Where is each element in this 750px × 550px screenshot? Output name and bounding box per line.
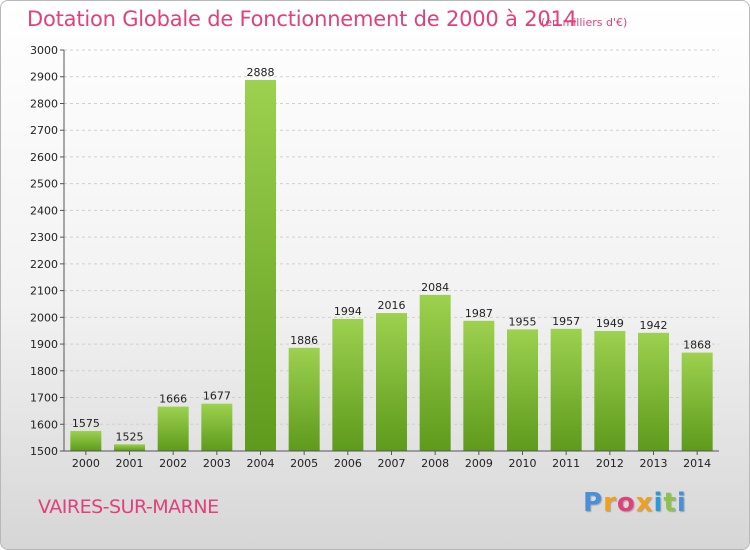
y-tick-label: 1500 [30,445,58,458]
bar-2008[interactable] [419,294,451,451]
data-label: 2084 [421,281,449,294]
y-tick-label: 1800 [30,365,58,378]
data-label: 1942 [640,319,668,332]
data-label: 1666 [159,393,187,406]
bar-2007[interactable] [376,313,407,451]
data-label: 1677 [203,390,231,403]
y-tick-label: 2800 [30,97,58,110]
bar-2013[interactable] [638,332,669,451]
x-tick-label: 2004 [247,457,275,470]
y-tick-label: 1700 [30,392,58,405]
logo-letter: i [653,488,664,518]
bar-2002[interactable] [157,406,189,451]
data-label: 1949 [596,317,624,330]
y-tick-label: 2300 [30,231,58,244]
data-label: 1525 [116,430,144,443]
bar-2005[interactable] [288,347,320,451]
x-tick-label: 2005 [290,457,318,470]
chart-subtitle: (en milliers d'€) [541,16,628,29]
bar-2001[interactable] [114,444,145,451]
logo-letter: r [603,488,617,518]
x-tick-label: 2012 [596,457,624,470]
x-tick-label: 2000 [72,457,100,470]
commune-name: VAIRES-SUR-MARNE [38,496,219,518]
data-label: 1575 [72,417,100,430]
x-tick-label: 2011 [552,457,580,470]
bar-2004[interactable] [245,79,276,451]
x-tick-label: 2009 [465,457,493,470]
logo-letter: P [583,488,604,518]
x-tick-label: 2006 [334,457,362,470]
x-tick-label: 2007 [378,457,406,470]
bar-2000[interactable] [70,430,102,451]
y-tick-label: 1600 [30,418,58,431]
y-tick-label: 2900 [30,71,58,84]
data-label: 1957 [552,315,580,328]
bar-2014[interactable] [681,352,713,451]
y-tick-label: 2700 [30,124,58,137]
x-tick-label: 2014 [683,457,711,470]
bar-2010[interactable] [507,329,538,451]
data-label: 1955 [509,315,537,328]
y-tick-label: 3000 [30,44,58,57]
y-tick-label: 1900 [30,338,58,351]
bar-2003[interactable] [201,403,233,451]
bar-2011[interactable] [550,328,582,451]
data-label: 1886 [290,334,318,347]
data-label: 1994 [334,305,362,318]
bar-2009[interactable] [463,320,495,451]
logo-letter: t [663,488,677,518]
x-tick-label: 2003 [203,457,231,470]
data-label: 2888 [247,66,275,79]
x-tick-label: 2001 [116,457,144,470]
x-tick-label: 2008 [421,457,449,470]
bar-2006[interactable] [332,318,364,451]
chart-title: Dotation Globale de Fonctionnement de 20… [27,7,577,31]
x-tick-label: 2010 [509,457,537,470]
data-label: 2016 [378,299,406,312]
logo-letter: x [635,488,654,518]
data-label: 1987 [465,307,493,320]
y-tick-label: 2200 [30,258,58,271]
x-tick-label: 2013 [640,457,668,470]
bar-2012[interactable] [594,330,626,451]
y-tick-label: 2600 [30,151,58,164]
y-tick-label: 2100 [30,285,58,298]
x-tick-label: 2002 [159,457,187,470]
logo-letter: o [616,488,636,518]
data-label: 1868 [683,339,711,352]
proxiti-logo[interactable]: Proxiti [583,488,687,518]
y-tick-label: 2500 [30,178,58,191]
y-tick-label: 2400 [30,204,58,217]
y-tick-label: 2000 [30,311,58,324]
logo-letter: i [676,488,687,518]
